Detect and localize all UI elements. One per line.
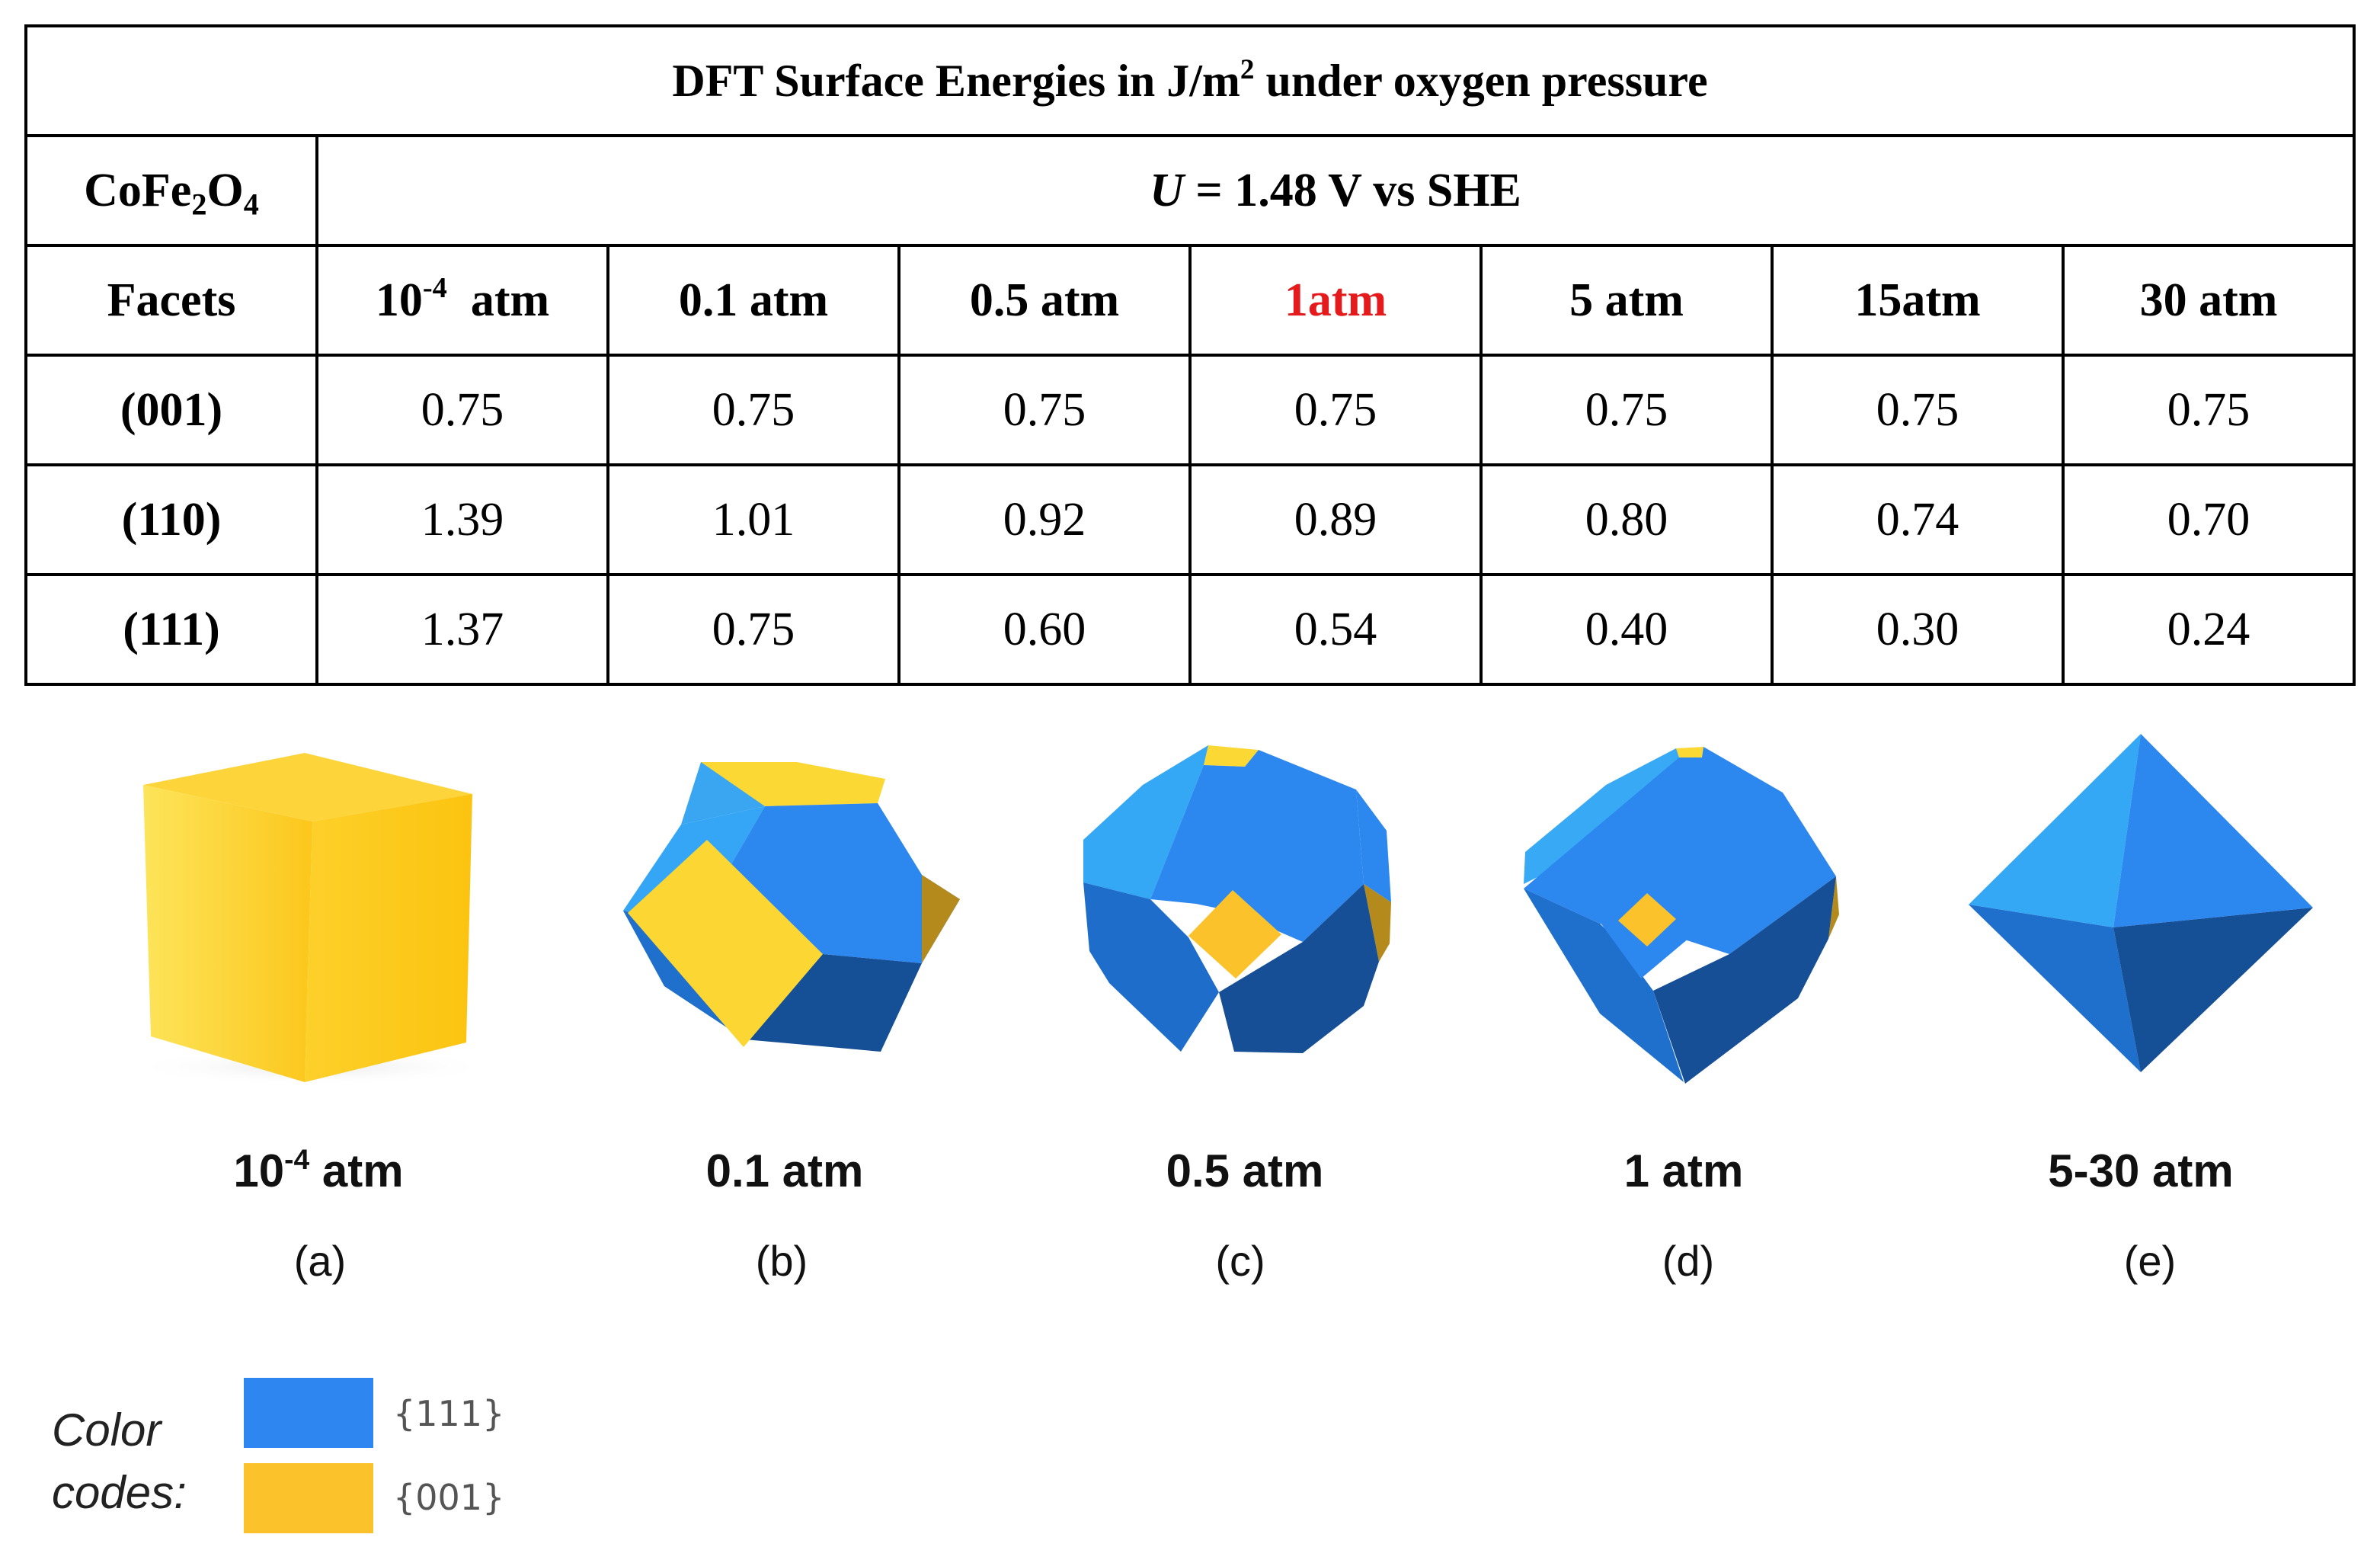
energy-value: 0.89	[1188, 463, 1483, 576]
legend-swatch-001	[244, 1463, 373, 1533]
table-row: (001) 0.75 0.75 0.75 0.75 0.75 0.75 0.75	[24, 354, 2356, 466]
panel-label: (c)	[1215, 1237, 1265, 1285]
energy-value: 0.54	[1188, 573, 1483, 686]
shape-label: 10-4 atm	[233, 1142, 404, 1196]
panel-label: (e)	[2123, 1237, 2177, 1285]
energy-value: 0.74	[1771, 463, 2065, 576]
pressure-header: 30 atm	[2062, 244, 2356, 357]
energy-value: 0.70	[2062, 463, 2356, 576]
table-title: DFT Surface Energies in J/m2 under oxyge…	[24, 24, 2356, 137]
panel-label: (b)	[755, 1237, 808, 1285]
energy-value: 1.37	[315, 573, 609, 686]
octahedron-icon	[1969, 734, 2313, 1072]
pressure-header: 15atm	[1771, 244, 2065, 357]
table-title-row: DFT Surface Energies in J/m2 under oxyge…	[24, 24, 2356, 137]
shape-label: 1 atm	[1623, 1145, 1744, 1196]
shape-label: 0.5 atm	[1166, 1145, 1324, 1196]
energy-value: 0.75	[2062, 354, 2356, 466]
shape-label: 0.1 atm	[705, 1145, 864, 1196]
energy-value: 0.60	[897, 573, 1192, 686]
energy-value: 0.75	[1480, 354, 1774, 466]
legend-label-111: {111}	[393, 1393, 505, 1434]
facet-label: (111)	[24, 573, 318, 686]
energy-value: 0.24	[2062, 573, 2356, 686]
pressure-header-highlight: 1atm	[1188, 244, 1483, 357]
energy-value: 1.01	[606, 463, 900, 576]
pressure-header: 5 atm	[1480, 244, 1774, 357]
energy-value: 0.75	[606, 573, 900, 686]
energy-value: 0.40	[1480, 573, 1774, 686]
potential-cell: U = 1.48 V vs SHE	[315, 134, 2356, 247]
energy-value: 0.75	[606, 354, 900, 466]
cube-icon	[130, 753, 495, 1085]
table-header-row: Facets 10-4 atm 0.1 atm 0.5 atm 1atm 5 a…	[24, 244, 2356, 357]
legend-title: Color codes:	[52, 1404, 187, 1518]
table-row: (110) 1.39 1.01 0.92 0.89 0.80 0.74 0.70	[24, 463, 2356, 576]
energy-value: 1.39	[315, 463, 609, 576]
energy-value: 0.75	[1188, 354, 1483, 466]
legend-swatch-111	[244, 1378, 373, 1448]
truncated-octahedron-small-cap-icon	[1083, 745, 1391, 1053]
truncated-octahedron-tiny-cap-icon	[1524, 747, 1839, 1084]
facet-label: (110)	[24, 463, 318, 576]
facet-label: (001)	[24, 354, 318, 466]
surface-energy-table: DFT Surface Energies in J/m2 under oxyge…	[24, 24, 2356, 686]
table-row: (111) 1.37 0.75 0.60 0.54 0.40 0.30 0.24	[24, 573, 2356, 686]
pressure-header: 0.5 atm	[897, 244, 1192, 357]
energy-value: 0.75	[1771, 354, 2065, 466]
legend-label-001: {001}	[393, 1477, 505, 1518]
facets-header: Facets	[24, 244, 318, 357]
panel-label: (a)	[293, 1237, 347, 1285]
table-compound-row: CoFe2O4 U = 1.48 V vs SHE	[24, 134, 2356, 247]
panel-label: (d)	[1662, 1237, 1715, 1285]
energy-value: 0.75	[315, 354, 609, 466]
energy-value: 0.30	[1771, 573, 2065, 686]
pressure-header: 0.1 atm	[606, 244, 900, 357]
compound-cell: CoFe2O4	[24, 134, 318, 247]
energy-value: 0.92	[897, 463, 1192, 576]
truncated-octahedron-icon	[623, 762, 960, 1052]
energy-value: 0.75	[897, 354, 1192, 466]
energy-value: 0.80	[1480, 463, 1774, 576]
shape-label: 5-30 atm	[2048, 1145, 2234, 1196]
pressure-header: 10-4 atm	[315, 244, 609, 357]
